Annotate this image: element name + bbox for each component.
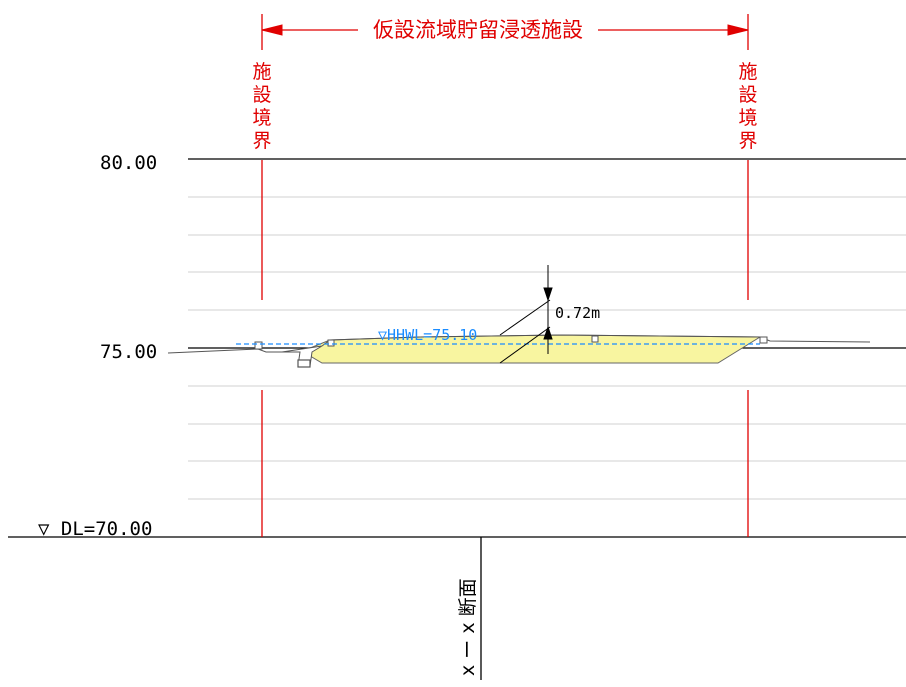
- boundary-char: 界: [738, 130, 757, 152]
- arrow-right-icon: [727, 24, 749, 36]
- boundary-label-left: 施 設 境 界: [252, 61, 271, 152]
- marker-block: [759, 336, 768, 344]
- elevation-label-80: 80.00: [100, 152, 157, 174]
- grid-lines: [188, 196, 906, 500]
- elevation-label-75: 75.00: [100, 341, 157, 363]
- depth-label: 0.72m: [555, 304, 600, 322]
- depth-dimension: [499, 265, 553, 364]
- ditch-block: [297, 359, 311, 368]
- boundary-char: 界: [252, 130, 271, 152]
- marker-block: [327, 339, 335, 347]
- title-background: [358, 17, 598, 43]
- datum-label: ▽ DL=70.00: [38, 518, 152, 540]
- boundary-char: 境: [252, 107, 271, 129]
- boundary-char: 施: [252, 61, 271, 83]
- boundary-char: 設: [252, 84, 271, 106]
- boundary-char: 施: [738, 61, 757, 83]
- hhwl-label: ▽HHWL=75.10: [378, 326, 477, 344]
- arrow-up-icon: [543, 325, 553, 340]
- marker-block: [254, 341, 263, 350]
- facility-title: 仮設流域貯留浸透施設: [373, 18, 583, 42]
- marker-block: [591, 335, 599, 343]
- arrow-left-icon: [261, 24, 283, 36]
- boundary-label-right: 施 設 境 界: [738, 61, 757, 152]
- boundary-char: 境: [738, 107, 757, 129]
- arrow-down-icon: [543, 287, 553, 302]
- section-label: x ー x 断面: [457, 578, 479, 676]
- boundary-char: 設: [738, 84, 757, 106]
- ground-line-left: [167, 348, 282, 354]
